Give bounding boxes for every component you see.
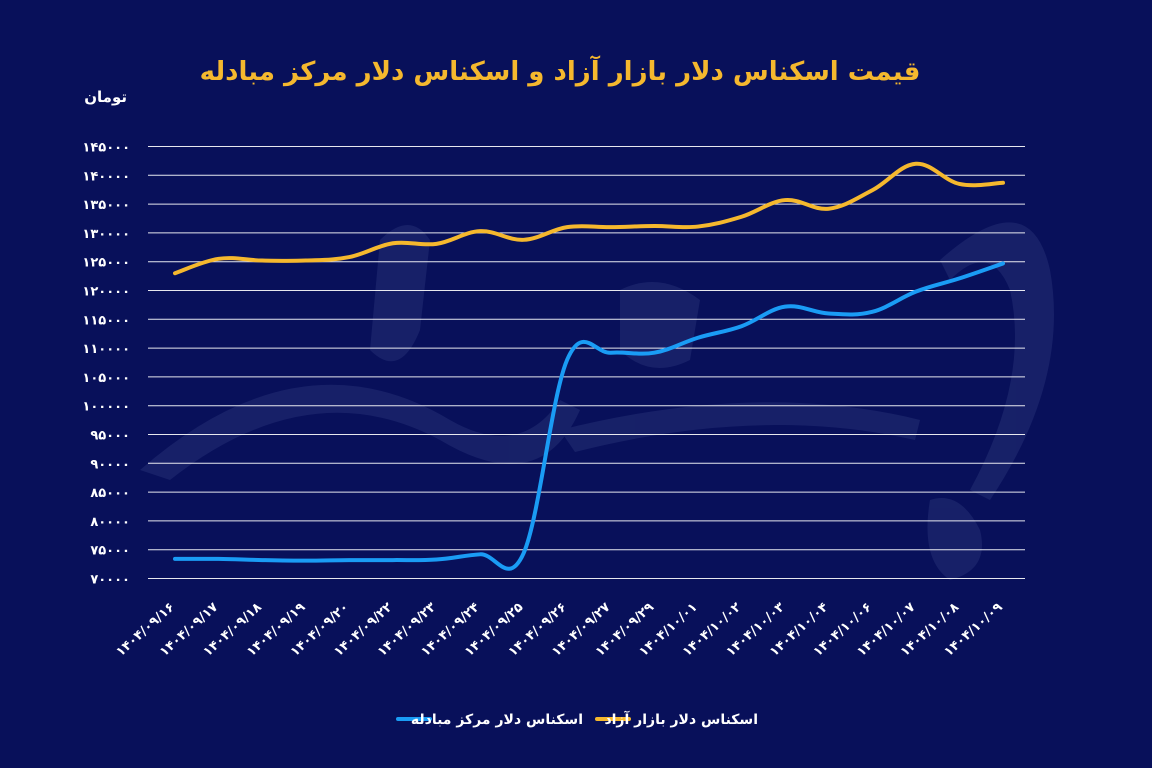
y-axis-unit-label: تومان: [84, 88, 127, 106]
y-tick-label: ۸۰۰۰۰: [90, 515, 130, 530]
y-tick-label: ۹۰۰۰۰: [90, 457, 130, 472]
grid-lines: [148, 146, 1025, 579]
y-tick-label: ۱۳۵۰۰۰: [82, 198, 130, 213]
y-tick-label: ۷۵۰۰۰: [90, 544, 130, 559]
y-tick-label: ۸۵۰۰۰: [90, 486, 130, 501]
y-axis-ticks: ۷۰۰۰۰ ۷۵۰۰۰ ۸۰۰۰۰ ۸۵۰۰۰ ۹۰۰۰۰ ۹۵۰۰۰ ۱۰۰۰۰۰ ۱۰۵۰…: [82, 141, 130, 588]
series-line-exchange-center: [173, 261, 1005, 571]
watermark-logo: [140, 222, 1054, 580]
chart-title: قیمت اسکناس دلار بازار آزاد و اسکناس دلا…: [200, 55, 921, 87]
y-tick-label: ۱۲۵۰۰۰: [82, 256, 130, 271]
y-tick-label: ۷۰۰۰۰: [90, 573, 130, 588]
y-tick-label: ۱۳۰۰۰۰: [82, 227, 130, 242]
y-tick-label: ۱۱۰۰۰۰: [82, 342, 130, 357]
legend-label-free-market: اسکناس دلار بازار آزاد: [604, 710, 758, 728]
legend: اسکناس دلار بازار آزاد اسکناس دلار مرکز …: [396, 710, 758, 728]
y-tick-label: ۱۰۵۰۰۰: [82, 371, 130, 386]
y-tick-label: ۱۰۰۰۰۰: [82, 400, 130, 415]
legend-label-exchange-center: اسکناس دلار مرکز مبادله: [411, 712, 583, 728]
y-tick-label: ۱۴۰۰۰۰: [82, 169, 130, 184]
series-line-free-market: [173, 161, 1005, 276]
y-tick-label: ۱۲۰۰۰۰: [82, 285, 130, 300]
x-axis-ticks: ۱۴۰۴/۰۹/۱۶۱۴۰۴/۰۹/۱۷۱۴۰۴/۰۹/۱۸۱۴۰۴/۰۹/۱۹…: [113, 600, 1005, 660]
y-tick-label: ۹۵۰۰۰: [90, 429, 130, 444]
y-tick-label: ۱۴۵۰۰۰: [82, 141, 130, 156]
series-lines: [173, 161, 1005, 571]
y-tick-label: ۱۱۵۰۰۰: [82, 313, 130, 328]
